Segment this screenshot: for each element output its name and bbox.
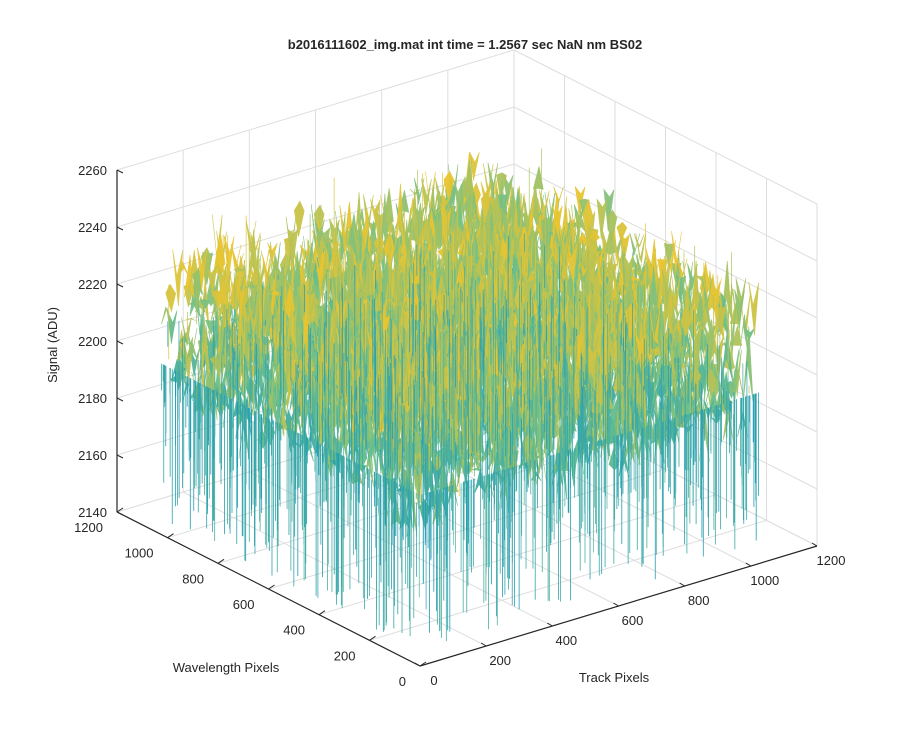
surface-patch <box>645 248 657 291</box>
surface-patch <box>303 235 314 284</box>
surface-patch <box>455 260 467 285</box>
back-wall-grid-line <box>116 49 515 171</box>
surface-patch <box>596 198 608 240</box>
surface-patch <box>652 405 664 426</box>
surface-patch <box>223 235 235 280</box>
surface-patch <box>635 253 647 282</box>
floor-grid-line <box>318 494 717 616</box>
surface-patch <box>245 293 257 321</box>
surface-patch <box>742 326 754 402</box>
surface-patch <box>212 316 224 362</box>
surface-patch <box>383 188 394 225</box>
surface-patch <box>172 249 183 307</box>
surface-patch <box>680 302 692 337</box>
surface-patch <box>443 170 455 202</box>
surface-patch <box>632 289 643 357</box>
surface-patch <box>287 228 299 271</box>
surface-patch <box>738 314 750 358</box>
surface-patch <box>568 208 579 250</box>
surface-patch <box>623 254 634 294</box>
surface-patch <box>230 243 242 272</box>
surface-patch <box>284 407 295 453</box>
surface-patch <box>629 233 640 256</box>
surface-patch <box>560 225 571 263</box>
surface-patch <box>314 218 325 249</box>
surface-patch <box>447 472 459 493</box>
floor-grid-line <box>369 519 767 641</box>
surface-patch <box>394 183 406 252</box>
surface-patch <box>522 195 534 236</box>
surface-patch <box>721 326 733 379</box>
surface-patch <box>375 419 386 474</box>
side-wall-grid-line <box>513 106 818 262</box>
surface-patch <box>517 231 529 282</box>
surface-patch <box>199 326 211 387</box>
surface-patch <box>596 376 607 406</box>
surface-patch <box>250 232 261 253</box>
surface-patch <box>555 277 566 321</box>
surface-patch <box>199 298 211 310</box>
back-wall-grid-line <box>116 106 515 228</box>
surface-patch <box>227 268 238 310</box>
surface-patch <box>405 322 417 352</box>
surface-patch <box>275 258 286 300</box>
surface-patch <box>676 257 688 281</box>
surface-patch <box>539 190 550 221</box>
surface-patch <box>268 342 280 387</box>
surface-patch <box>633 233 645 249</box>
surface-patch <box>606 209 618 245</box>
surface-patch <box>410 235 421 281</box>
surface-patch <box>487 162 499 201</box>
surface-patch <box>703 279 714 308</box>
surface-patch <box>748 282 760 336</box>
surface-patch <box>267 242 278 260</box>
surface-patch <box>605 230 616 255</box>
surface-patch <box>394 267 406 298</box>
surface-patch <box>731 325 743 346</box>
surface-patch <box>184 254 195 299</box>
surface-patch <box>635 232 646 264</box>
surface-patch <box>582 198 593 237</box>
surface-patch <box>683 347 694 359</box>
surface-patch <box>569 361 580 409</box>
side-wall-grid-line <box>513 49 818 205</box>
surface-patch <box>352 221 363 254</box>
surface-patch <box>259 340 271 361</box>
surface-patch <box>314 249 325 294</box>
surface-patch <box>553 186 564 205</box>
surface-patch <box>165 283 177 313</box>
surface-patch <box>511 226 523 259</box>
surface-patch <box>264 244 275 275</box>
surface-patch <box>727 381 738 396</box>
surface-patch <box>554 226 565 263</box>
surface-patch <box>694 293 706 327</box>
surface-patch <box>197 247 208 291</box>
surface-patch <box>616 221 628 242</box>
surface-patch <box>529 393 541 463</box>
surface-patch <box>161 306 172 325</box>
surface-patch <box>187 338 198 360</box>
surface-patch <box>589 229 601 242</box>
surface-patch <box>477 222 489 255</box>
surface-patch <box>567 438 579 487</box>
surface-patch <box>704 326 716 371</box>
surface-patch <box>435 178 446 213</box>
surface-plot <box>161 148 760 642</box>
surface-patch <box>464 192 475 233</box>
surface-patch <box>671 230 682 273</box>
